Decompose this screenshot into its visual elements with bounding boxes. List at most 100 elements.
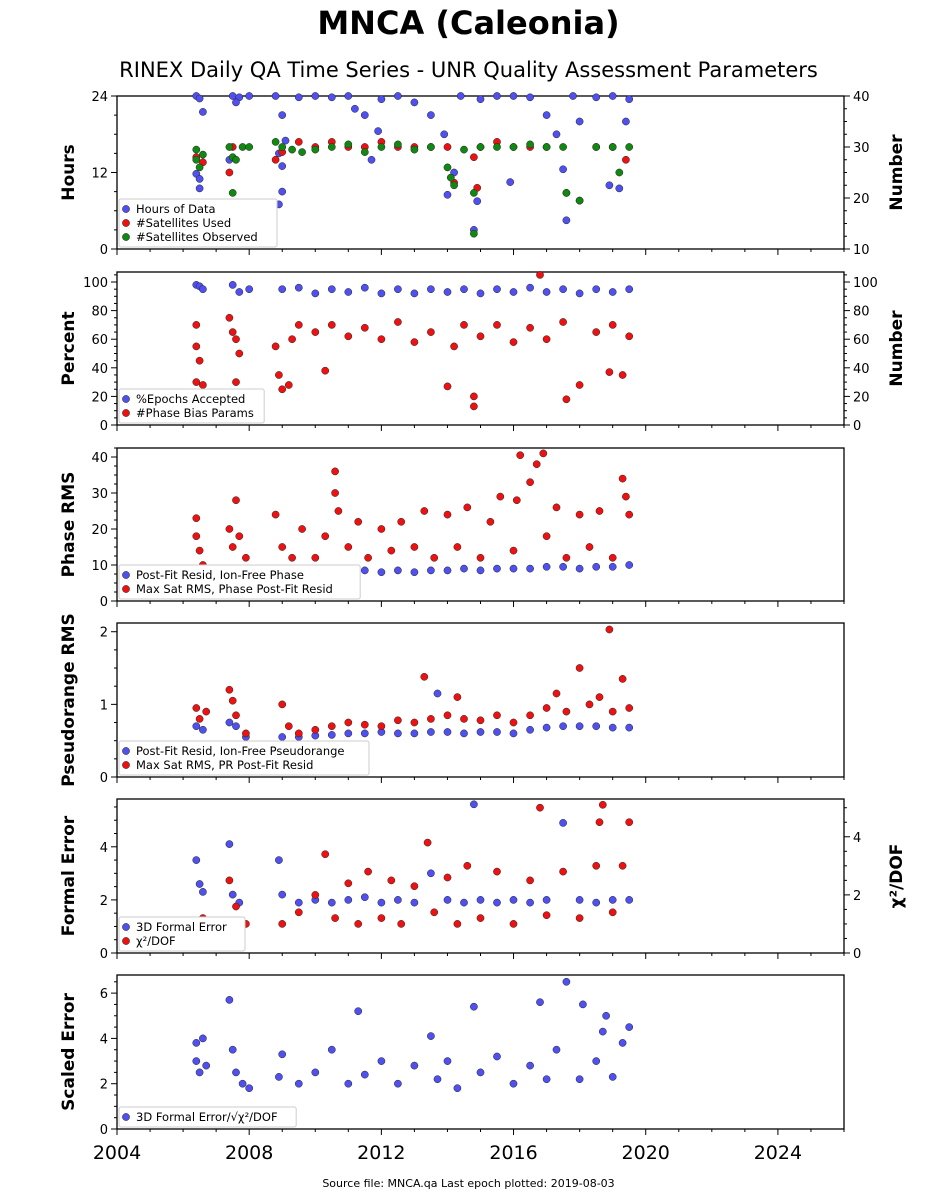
data-point-blue (410, 898, 419, 907)
y-tick-label: 40 (91, 451, 108, 466)
data-point-blue (542, 723, 551, 732)
data-point-blue (360, 111, 369, 119)
data-point-red (387, 546, 396, 555)
y-tick-label: 4 (100, 1032, 108, 1047)
data-point-blue (427, 728, 435, 736)
data-point-blue (473, 197, 482, 206)
data-point-blue (559, 285, 567, 294)
data-point-blue (440, 130, 449, 139)
data-point-red (192, 514, 201, 523)
data-point-blue (195, 880, 204, 888)
data-point-red (360, 720, 369, 729)
data-point-blue (427, 566, 435, 575)
data-point-red (278, 700, 287, 709)
data-point-red (228, 543, 237, 551)
data-point-blue (443, 288, 452, 296)
data-point-red (192, 532, 201, 541)
data-point-red (278, 543, 287, 551)
data-point-red (232, 902, 240, 911)
data-point-red (460, 715, 468, 723)
data-point-blue (443, 190, 452, 199)
data-point-blue (294, 898, 303, 907)
data-point-blue (622, 117, 630, 126)
data-point-blue (427, 1032, 435, 1040)
data-point-green (450, 181, 458, 190)
data-point-red (509, 338, 518, 346)
data-point-red (321, 366, 330, 375)
data-point-red (242, 553, 250, 562)
data-point-blue (592, 1057, 601, 1065)
data-point-red (542, 911, 551, 920)
data-point-blue (360, 566, 369, 575)
data-point-blue (278, 162, 287, 170)
data-point-red (562, 553, 571, 562)
y-right-tick-label: 30 (853, 141, 870, 156)
data-point-red (559, 318, 567, 326)
data-point-red (334, 507, 343, 515)
data-point-blue (509, 564, 518, 573)
data-point-blue (238, 1079, 247, 1088)
data-point-red (552, 503, 561, 512)
data-point-blue (542, 1075, 551, 1084)
data-point-red (195, 356, 204, 365)
data-point-green (559, 143, 567, 151)
data-point-red (592, 328, 601, 336)
data-point-blue (232, 722, 240, 731)
data-point-blue (360, 893, 369, 902)
data-point-red (443, 143, 452, 151)
data-point-red (608, 908, 617, 917)
chart-title: MNCA (Caleonia) (317, 4, 620, 42)
data-point-blue (575, 722, 584, 731)
data-point-red (542, 532, 551, 541)
data-point-blue (294, 93, 303, 102)
y-right-tick-label: 2 (853, 889, 861, 904)
y-right-tick-label: 20 (853, 390, 870, 405)
y-right-tick-label: 4 (853, 831, 861, 846)
data-point-red (536, 271, 544, 279)
data-point-red (225, 876, 234, 885)
data-point-red (410, 338, 419, 346)
data-point-blue (377, 289, 386, 298)
data-point-red (595, 693, 604, 701)
y-tick-label: 20 (91, 390, 108, 405)
legend-label: Max Sat RMS, PR Post-Fit Resid (136, 758, 313, 772)
data-point-blue (443, 896, 452, 904)
data-point-red (394, 318, 402, 326)
data-point-red (595, 507, 604, 515)
data-point-green (575, 196, 584, 205)
y-right-axis-label: Number (887, 134, 907, 211)
data-point-red (242, 729, 250, 738)
data-point-red (608, 707, 617, 716)
data-point-red (585, 700, 594, 709)
data-point-red (364, 553, 372, 562)
data-point-red (476, 716, 485, 725)
data-point-green (625, 143, 634, 151)
data-point-blue (569, 92, 577, 100)
data-point-red (595, 818, 604, 827)
data-point-red (284, 722, 293, 731)
data-point-red (453, 920, 462, 928)
data-point-red (199, 381, 207, 389)
data-point-blue (493, 285, 501, 294)
data-point-blue (625, 1023, 634, 1031)
x-tick-label: 2012 (357, 1142, 405, 1164)
legend-label: 3D Formal Error/√χ²/DOF (136, 1110, 278, 1124)
data-point-red (327, 722, 336, 731)
data-point-blue (562, 216, 571, 225)
data-point-red (321, 850, 330, 859)
data-point-blue (232, 1068, 240, 1077)
data-point-blue (575, 1075, 584, 1084)
data-point-blue (443, 566, 452, 575)
data-point-red (532, 460, 541, 469)
data-point-green (493, 143, 501, 151)
data-point-red (377, 914, 386, 922)
data-point-blue (592, 562, 601, 571)
data-point-blue (278, 890, 287, 899)
data-point-blue (367, 155, 376, 164)
data-point-blue (526, 898, 534, 907)
data-point-red (470, 402, 478, 411)
legend-label: 3D Formal Error (136, 920, 227, 934)
data-point-blue (245, 285, 254, 294)
data-point-green (460, 145, 468, 154)
legend-marker (122, 233, 130, 241)
